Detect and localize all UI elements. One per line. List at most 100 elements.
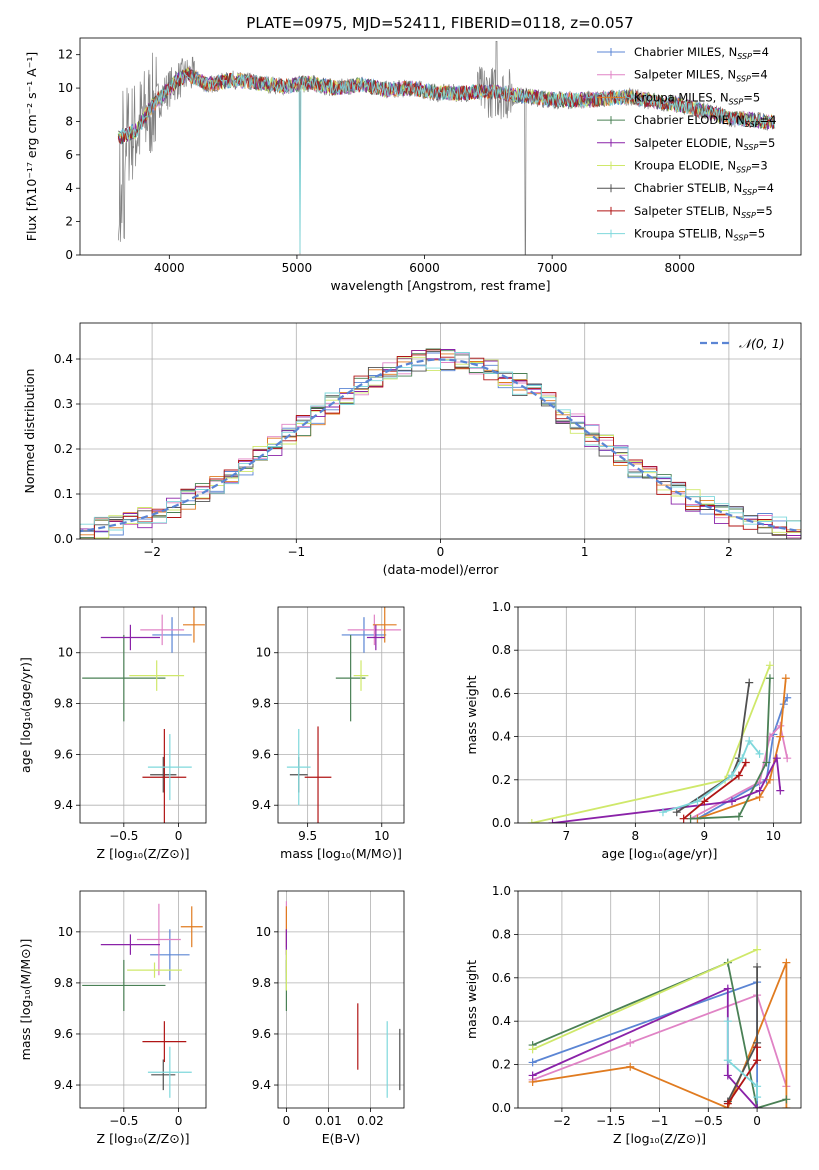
y-tick-label: 0.4 — [492, 730, 511, 744]
mass-weight-line — [683, 762, 747, 820]
y-tick-label: 0.2 — [492, 1058, 511, 1072]
mass-weight-marker — [765, 661, 774, 670]
mass-weight-marker — [776, 732, 785, 741]
x-axis-label: mass [log₁₀(M/M⊙)] — [280, 846, 402, 861]
mass-weight-marker — [753, 962, 762, 971]
plot-area — [82, 903, 203, 1098]
legend-label: Chabrier ELODIE, NSSP=4 — [634, 113, 776, 129]
x-axis-label: Z [log₁₀(Z/Z⊙)] — [97, 1131, 190, 1146]
errorbar-point — [100, 624, 160, 651]
y-axis-label: mass weight — [464, 960, 479, 1039]
mass-weight-marker — [626, 1062, 635, 1071]
mass-weight-line — [532, 961, 787, 1108]
x-tick-label: 0 — [175, 829, 183, 843]
mass-weight-marker — [753, 1104, 762, 1108]
x-tick-label: 2 — [725, 545, 733, 559]
mass-weight-line — [690, 678, 771, 820]
errorbar-point — [142, 1021, 187, 1063]
axes-frame — [79, 890, 207, 1109]
x-tick-label: 9 — [701, 829, 709, 843]
x-tick-label: 7000 — [537, 261, 568, 275]
x-tick-label: 1 — [581, 545, 589, 559]
legend-label: 𝒩(0, 1) — [739, 336, 785, 351]
x-tick-label: 0 — [437, 545, 445, 559]
mass-weight-marker — [723, 1017, 732, 1026]
mass-weight-marker — [762, 758, 771, 767]
axes-frame — [277, 606, 405, 824]
mass-weight-marker — [679, 814, 688, 823]
mass-weight-marker — [548, 819, 557, 823]
x-axis-label: wavelength [Angstrom, rest frame] — [330, 278, 550, 293]
x-tick-label: −2 — [143, 545, 161, 559]
mass-weight-marker — [765, 775, 774, 784]
mass-weight-marker — [753, 1093, 762, 1102]
mass-weight-marker — [755, 786, 764, 795]
y-tick-label: 0.0 — [492, 816, 511, 830]
x-tick-label: 6000 — [409, 261, 440, 275]
figure-title: PLATE=0975, MJD=52411, FIBERID=0118, z=0… — [246, 14, 633, 32]
x-tick-label: 8000 — [664, 261, 695, 275]
x-tick-label: −2 — [553, 1114, 571, 1128]
x-tick-label: −0.5 — [694, 1114, 723, 1128]
legend-label: Kroupa STELIB, NSSP=5 — [634, 227, 765, 243]
panel-4: 7 8 9 10 0.0 0.2 0.4 0.6 0.8 1.0 age [log₁₀(age/yr… — [464, 600, 802, 861]
mass-weight-marker — [527, 819, 536, 823]
y-axis-label: Normed distribution — [22, 369, 37, 494]
errorbar-point — [353, 660, 369, 691]
errorbar-point — [347, 614, 402, 646]
y-tick-label: 0.6 — [492, 686, 511, 700]
errorbar-point — [82, 634, 166, 722]
mass-weight-marker — [723, 1056, 732, 1065]
errorbar-point — [150, 929, 190, 981]
y-tick-label: 6 — [65, 148, 73, 162]
y-tick-label: 0.0 — [492, 1101, 511, 1115]
y-tick-label: 10 — [256, 925, 271, 939]
errorbar-point — [286, 728, 311, 806]
mass-weight-line — [532, 994, 788, 1087]
y-tick-label: 9.8 — [54, 976, 73, 990]
plot-area — [117, 40, 776, 255]
residual-histogram — [80, 352, 801, 537]
mass-weight-marker — [734, 771, 743, 780]
x-tick-label: 9.5 — [298, 829, 317, 843]
axes-frame — [517, 890, 802, 1109]
gridlines-3 — [278, 607, 404, 823]
y-tick-label: 0.6 — [492, 971, 511, 985]
legend-label: Salpeter ELODIE, NSSP=5 — [634, 136, 775, 152]
plot-area — [527, 661, 792, 823]
mass-weight-marker — [626, 1038, 635, 1047]
x-axis-label: (data-model)/error — [383, 562, 500, 577]
mass-weight-marker — [528, 1045, 537, 1054]
x-tick-label: 0.02 — [357, 1114, 384, 1128]
plot-area — [80, 348, 801, 539]
y-tick-label: 0.0 — [54, 532, 73, 546]
axes-frame — [277, 890, 405, 1109]
errorbar-point — [82, 959, 166, 1011]
y-tick-label: 10 — [58, 81, 73, 95]
gaussian-curve — [80, 358, 801, 533]
mass-weight-marker — [745, 678, 754, 687]
y-tick-label: 8 — [65, 114, 73, 128]
x-tick-label: 0 — [175, 1114, 183, 1128]
y-axis-label: mass [log₁₀(M/M⊙)] — [18, 939, 33, 1061]
mass-weight-marker — [738, 754, 747, 763]
errorbar-point — [150, 756, 177, 793]
x-tick-label: −0.5 — [109, 829, 138, 843]
mass-weight-marker — [753, 1043, 762, 1052]
y-tick-label: 10 — [58, 925, 73, 939]
mass-weight-marker — [727, 771, 736, 780]
mass-weight-marker — [741, 758, 750, 767]
legend-label: Chabrier MILES, NSSP=4 — [634, 45, 769, 61]
axes-frame — [79, 37, 802, 256]
gridlines-5 — [80, 891, 206, 1108]
panel-3: 9.5 10 9.4 9.6 9.8 10 mass [log₁₀(M/M⊙)] — [252, 606, 405, 861]
y-tick-label: 9.6 — [252, 747, 271, 761]
gridlines-2 — [80, 607, 206, 823]
y-tick-label: 9.4 — [54, 1078, 73, 1092]
legend-label: Chabrier STELIB, NSSP=4 — [634, 181, 774, 197]
mass-weight-marker — [734, 812, 743, 821]
x-axis-label: age [log₁₀(age/yr)] — [602, 846, 718, 861]
panel-0: 4000 5000 6000 7000 8000 0 2 4 6 8 10 12 wavelength … — [24, 37, 802, 293]
x-tick-label: 0.01 — [315, 1114, 342, 1128]
mass-weight-marker — [658, 808, 667, 817]
